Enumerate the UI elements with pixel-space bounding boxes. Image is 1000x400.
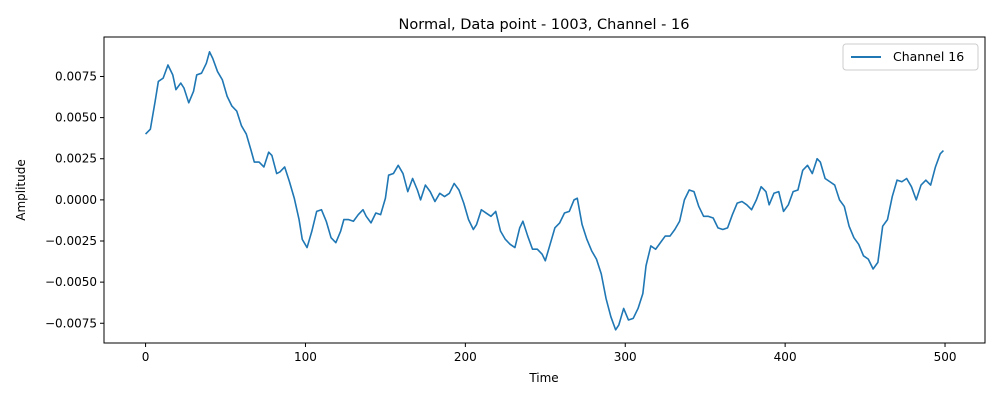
x-tick-label: 0 (142, 350, 150, 364)
x-tick-label: 100 (294, 350, 317, 364)
plot-frame (103, 36, 986, 344)
y-tick-label: 0.0025 (55, 152, 97, 166)
legend: Channel 16 (842, 43, 979, 71)
legend-box (842, 43, 979, 71)
y-tick-label: 0.0000 (55, 193, 97, 207)
y-tick-label: −0.0075 (45, 316, 97, 330)
y-tick-label: 0.0075 (55, 69, 97, 83)
legend-label: Channel 16 (893, 49, 964, 64)
chart-title: Normal, Data point - 1003, Channel - 16 (399, 17, 690, 33)
x-tick-label: 300 (614, 350, 637, 364)
y-tick-label: −0.0025 (45, 234, 97, 248)
series-line-0 (144, 51, 945, 331)
y-tick-label: 0.0050 (55, 111, 97, 125)
y-tick-label: −0.0050 (45, 275, 97, 289)
x-tick-label: 200 (454, 350, 477, 364)
x-axis-label: Time (528, 371, 558, 385)
x-tick-label: 400 (774, 350, 797, 364)
x-tick-label: 500 (934, 350, 957, 364)
plot-area (144, 51, 945, 331)
axis-ticks: 0 100 200 300 400 500 −0.0075 −0.0050 −0.0025 0.0… (45, 69, 957, 364)
y-axis-label: Amplitude (14, 159, 28, 221)
